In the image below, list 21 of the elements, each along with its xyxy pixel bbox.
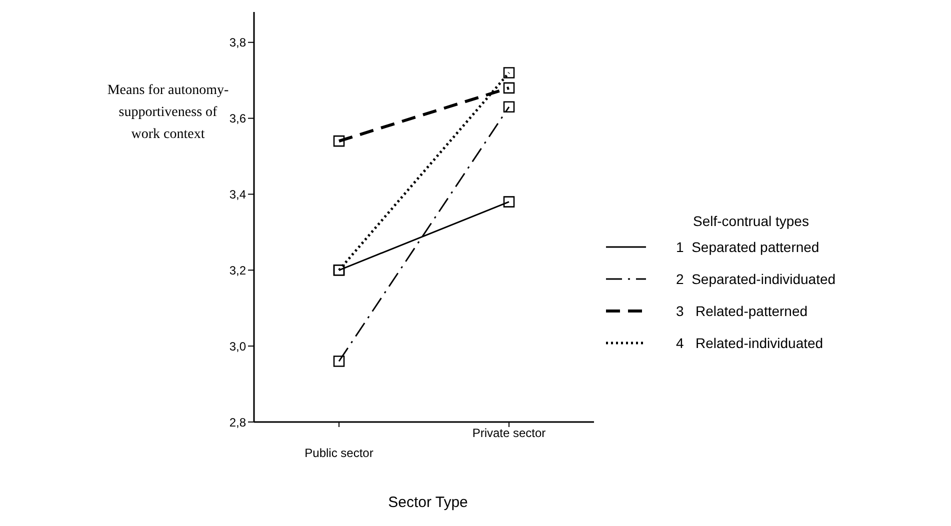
y-axis-title: Means for autonomy-supportiveness of work context	[107, 83, 229, 142]
point	[333, 135, 345, 147]
y-tick-label: 3,4	[229, 187, 246, 202]
point	[503, 196, 515, 208]
point	[503, 82, 515, 94]
legend-label: 3 Related-patterned	[676, 303, 808, 319]
x-tick-label: Private sector	[472, 426, 546, 440]
point	[503, 101, 515, 113]
legend-title: Self-contrual types	[693, 213, 810, 229]
point	[503, 67, 515, 78]
point	[333, 356, 345, 367]
y-tick-label: 3,8	[229, 36, 246, 50]
x-axis-title: Sector Type	[387, 494, 469, 511]
legend-label: 4 Related-individuated	[676, 335, 824, 351]
legend-label: 1 Separated patterned	[676, 239, 820, 255]
x-tick-label: Public sector	[304, 446, 374, 460]
legend-label: 2 Separated-individuated	[676, 271, 836, 287]
y-tick-label: 3,2	[229, 263, 246, 278]
y-tick-label: 3,6	[229, 112, 246, 126]
y-tick-label: 3,0	[229, 339, 246, 354]
y-tick-label: 2,8	[229, 415, 246, 430]
